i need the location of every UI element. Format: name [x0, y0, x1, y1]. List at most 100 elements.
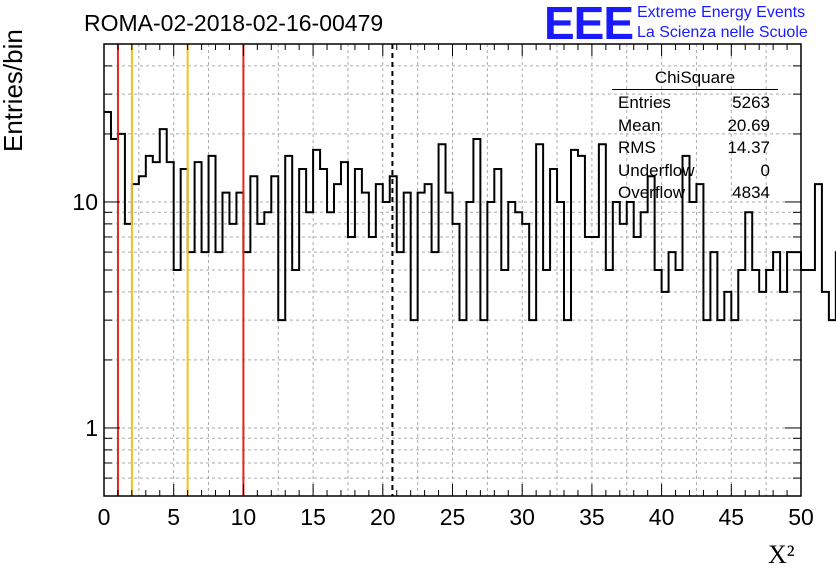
histogram-bin: [160, 129, 167, 496]
histogram-bin: [209, 156, 216, 496]
stats-row-rms: RMS 14.37: [612, 137, 778, 160]
histogram-bin: [822, 292, 829, 496]
histogram-bin: [432, 252, 439, 496]
histogram-bin: [550, 169, 557, 496]
y-tick-label: 10: [72, 189, 98, 215]
x-tick-label: 10: [231, 504, 257, 530]
histogram-bin: [564, 320, 571, 496]
histogram-bin: [620, 224, 627, 496]
histogram-bin: [613, 202, 620, 496]
histogram-bin: [376, 184, 383, 496]
histogram-bin: [627, 202, 634, 496]
histogram-bin: [153, 162, 160, 496]
histogram-bin: [229, 224, 236, 496]
histogram-bin: [271, 176, 278, 496]
histogram-bin: [369, 237, 376, 496]
histogram-bin: [348, 237, 355, 496]
histogram-bin: [585, 237, 592, 496]
histogram-bin: [710, 252, 717, 496]
histogram-bin: [425, 184, 432, 496]
histogram-bin: [243, 252, 250, 496]
stats-title: ChiSquare: [612, 68, 778, 90]
histogram-bin: [703, 320, 710, 496]
histogram-bin: [299, 169, 306, 496]
stats-label: Entries: [618, 93, 671, 112]
histogram-bin: [745, 212, 752, 496]
histogram-bin: [466, 202, 473, 496]
histogram-bin: [724, 292, 731, 496]
histogram-bin: [383, 202, 390, 496]
histogram-bin: [543, 270, 550, 496]
histogram-bin: [292, 270, 299, 496]
histogram-bin: [648, 176, 655, 496]
histogram-bin: [216, 252, 223, 496]
histogram-bin: [111, 139, 118, 496]
histogram-bin: [202, 252, 209, 496]
histogram-bin: [411, 320, 418, 496]
stats-value: 14.37: [727, 138, 770, 157]
histogram-bin: [738, 270, 745, 496]
histogram-bin: [536, 144, 543, 496]
histogram-bin: [355, 169, 362, 496]
histogram-bin: [320, 169, 327, 496]
logo-subtitle-line2: La Scienza nelle Scuole: [637, 24, 808, 41]
histogram-bin: [118, 134, 125, 496]
x-tick-label: 50: [788, 504, 814, 530]
histogram-bin: [592, 237, 599, 496]
histogram-bin: [487, 202, 494, 496]
stats-row-underflow: Underflow 0: [612, 160, 778, 183]
x-tick-label: 45: [719, 504, 745, 530]
histogram-bin: [683, 156, 690, 496]
histogram-bin: [125, 224, 132, 496]
histogram-bin: [236, 193, 243, 496]
histogram-bin: [404, 193, 411, 496]
histogram-bin: [250, 176, 257, 496]
histogram-bin: [606, 270, 613, 496]
x-tick-label: 25: [440, 504, 466, 530]
stats-row-mean: Mean 20.69: [612, 115, 778, 138]
x-tick-label: 15: [300, 504, 326, 530]
histogram-bin: [453, 224, 460, 496]
histogram-bin: [341, 162, 348, 496]
histogram-bin: [634, 237, 641, 496]
histogram-bin: [439, 144, 446, 496]
chart-title: ROMA-02-2018-02-16-00479: [84, 10, 384, 36]
histogram-bin: [787, 252, 794, 496]
histogram-bin: [717, 320, 724, 496]
histogram-bin: [257, 224, 264, 496]
histogram-bin: [181, 169, 188, 496]
histogram-bin: [689, 202, 696, 496]
histogram-bin: [752, 270, 759, 496]
histogram-bin: [515, 212, 522, 496]
histogram-bin: [397, 252, 404, 496]
histogram-bin: [773, 252, 780, 496]
histogram-bin: [696, 184, 703, 496]
histogram-bin: [829, 320, 836, 496]
histogram-bin: [578, 156, 585, 496]
histogram-bin: [599, 144, 606, 496]
histogram-bin: [662, 292, 669, 496]
histogram-bin: [174, 270, 181, 496]
histogram-bin: [808, 270, 815, 496]
histogram-bin: [655, 270, 662, 496]
histogram-bin: [264, 212, 271, 496]
histogram-bin: [731, 320, 738, 496]
histogram-bin: [480, 320, 487, 496]
histogram-bin: [557, 202, 564, 496]
histogram-bin: [801, 270, 808, 496]
eee-logo: EEE: [544, 0, 634, 49]
histogram-bin: [522, 224, 529, 496]
histogram-bin: [501, 270, 508, 496]
histogram-bin: [139, 176, 146, 496]
logo-subtitle-line1: Extreme Energy Events: [637, 4, 806, 21]
histogram-bin: [146, 156, 153, 496]
histogram-bin: [508, 202, 515, 496]
histogram-bin: [459, 320, 466, 496]
histogram-bin: [446, 193, 453, 496]
x-tick-label: 30: [509, 504, 535, 530]
histogram-bin: [278, 320, 285, 496]
histogram-bin: [759, 292, 766, 496]
histogram-bin: [167, 162, 174, 496]
x-axis-label: X²: [768, 540, 795, 569]
histogram-bin: [815, 184, 822, 496]
